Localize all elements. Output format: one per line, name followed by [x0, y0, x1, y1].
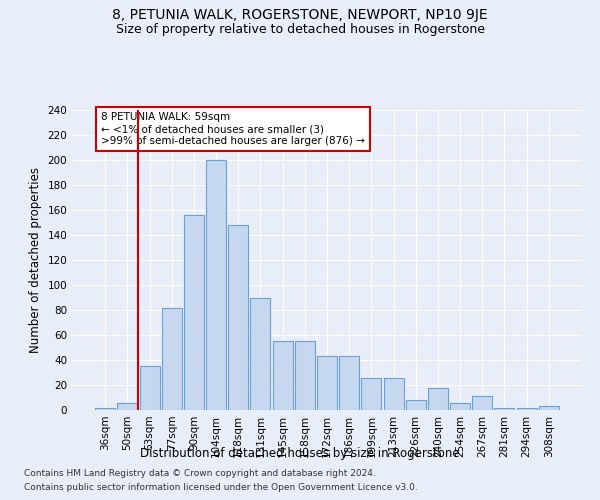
Bar [272, 341, 293, 410]
Bar [295, 341, 315, 410]
Bar [250, 298, 271, 410]
Text: 8 PETUNIA WALK: 59sqm
← <1% of detached houses are smaller (3)
>99% of semi-deta: 8 PETUNIA WALK: 59sqm ← <1% of detached … [101, 112, 365, 146]
Bar [317, 356, 337, 410]
Text: Contains HM Land Registry data © Crown copyright and database right 2024.: Contains HM Land Registry data © Crown c… [24, 468, 376, 477]
Text: 8, PETUNIA WALK, ROGERSTONE, NEWPORT, NP10 9JE: 8, PETUNIA WALK, ROGERSTONE, NEWPORT, NP… [112, 8, 488, 22]
Bar [517, 408, 536, 410]
Bar [339, 356, 359, 410]
Bar [383, 378, 404, 410]
Bar [472, 396, 492, 410]
Bar [361, 378, 382, 410]
Bar [539, 406, 559, 410]
Bar [140, 366, 160, 410]
Bar [450, 402, 470, 410]
Bar [406, 400, 426, 410]
Bar [428, 388, 448, 410]
Bar [95, 408, 115, 410]
Bar [184, 215, 204, 410]
Bar [494, 408, 514, 410]
Text: Distribution of detached houses by size in Rogerstone: Distribution of detached houses by size … [140, 448, 460, 460]
Bar [118, 402, 137, 410]
Y-axis label: Number of detached properties: Number of detached properties [29, 167, 42, 353]
Bar [162, 308, 182, 410]
Bar [206, 160, 226, 410]
Bar [228, 225, 248, 410]
Text: Size of property relative to detached houses in Rogerstone: Size of property relative to detached ho… [115, 22, 485, 36]
Text: Contains public sector information licensed under the Open Government Licence v3: Contains public sector information licen… [24, 484, 418, 492]
